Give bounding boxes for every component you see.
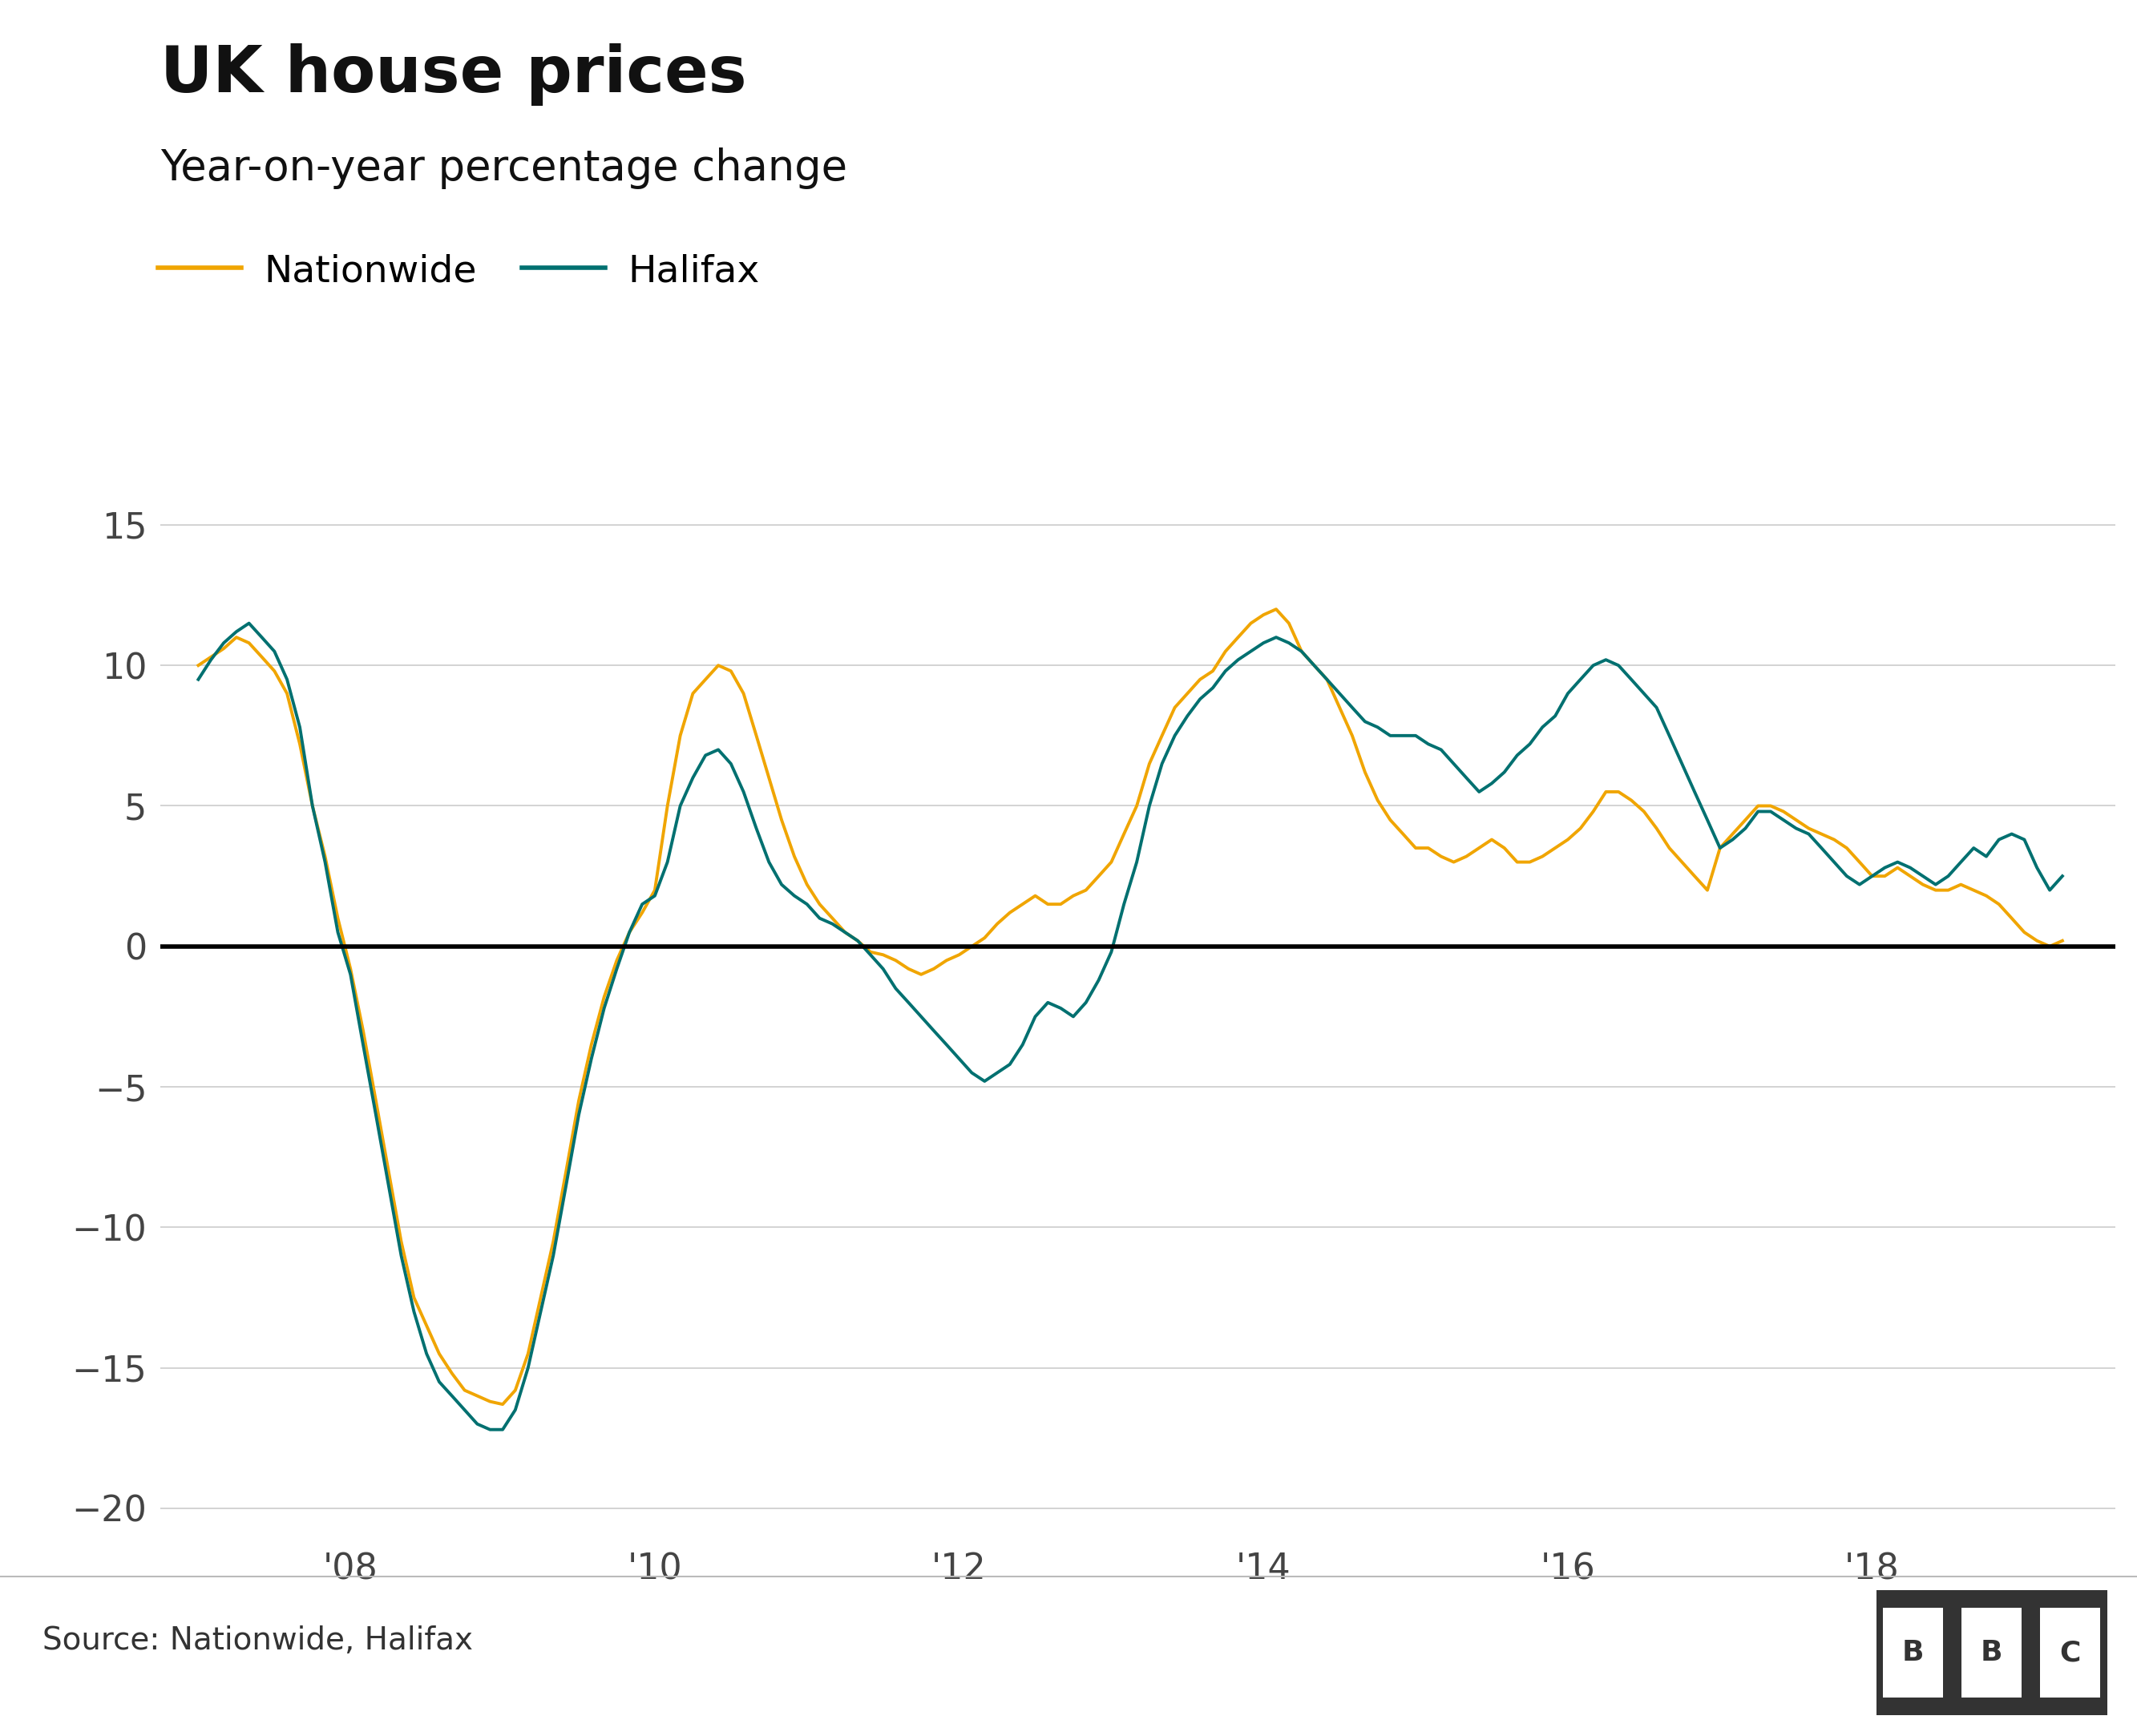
- Text: B: B: [1981, 1639, 2002, 1667]
- Text: Source: Nationwide, Halifax: Source: Nationwide, Halifax: [43, 1625, 472, 1656]
- Text: UK house prices: UK house prices: [160, 43, 746, 106]
- FancyBboxPatch shape: [1883, 1608, 1943, 1698]
- Legend: Nationwide, Halifax: Nationwide, Halifax: [158, 253, 761, 290]
- Text: C: C: [2060, 1639, 2081, 1667]
- FancyBboxPatch shape: [1962, 1608, 2022, 1698]
- FancyBboxPatch shape: [2041, 1608, 2101, 1698]
- Text: Year-on-year percentage change: Year-on-year percentage change: [160, 148, 846, 189]
- Text: B: B: [1902, 1639, 1923, 1667]
